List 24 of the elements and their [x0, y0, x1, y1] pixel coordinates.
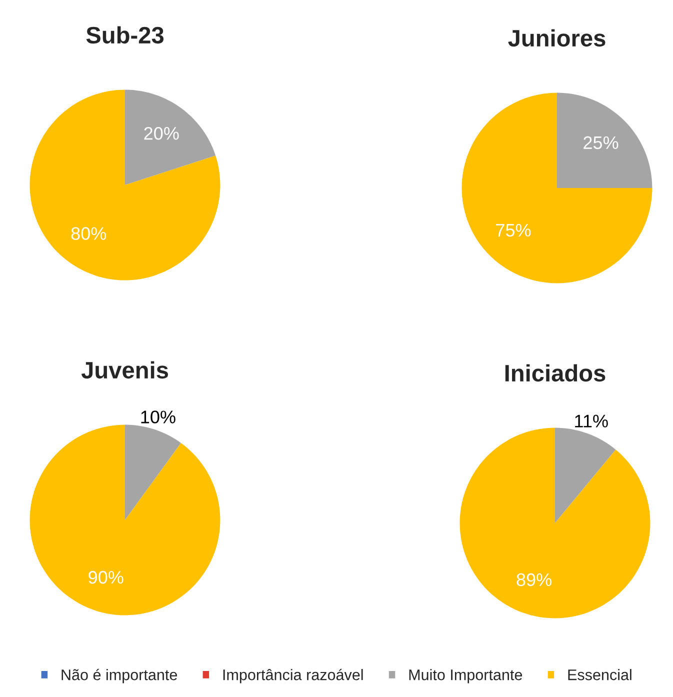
data-label: 75%	[496, 224, 531, 237]
legend-label: Importância razoável	[223, 668, 363, 684]
pie-slice	[125, 424, 181, 520]
pie-slice	[555, 428, 616, 523]
data-label: 89%	[516, 573, 552, 586]
pie-slice	[30, 424, 220, 616]
data-label: 90%	[88, 570, 124, 584]
pie-slice	[462, 92, 652, 284]
legend-label: Não é importante	[62, 668, 177, 684]
data-label: 20%	[144, 126, 179, 140]
legend-label: Muito Importante	[409, 669, 522, 684]
chart-title: Iniciados	[505, 364, 606, 382]
pie-slice	[460, 428, 650, 618]
legend-label: Essencial	[568, 669, 632, 680]
chart-title: Juniores	[508, 29, 606, 47]
data-label: 10%	[141, 410, 176, 424]
pie-slice	[125, 90, 216, 185]
pie-slice	[30, 90, 220, 280]
chart-title: Juvenis	[81, 361, 168, 379]
chart-title: Sub-23	[86, 26, 164, 44]
data-label: 80%	[71, 227, 106, 240]
pie-slice	[557, 92, 652, 188]
data-label: 11%	[575, 414, 608, 428]
data-label: 25%	[584, 136, 618, 150]
